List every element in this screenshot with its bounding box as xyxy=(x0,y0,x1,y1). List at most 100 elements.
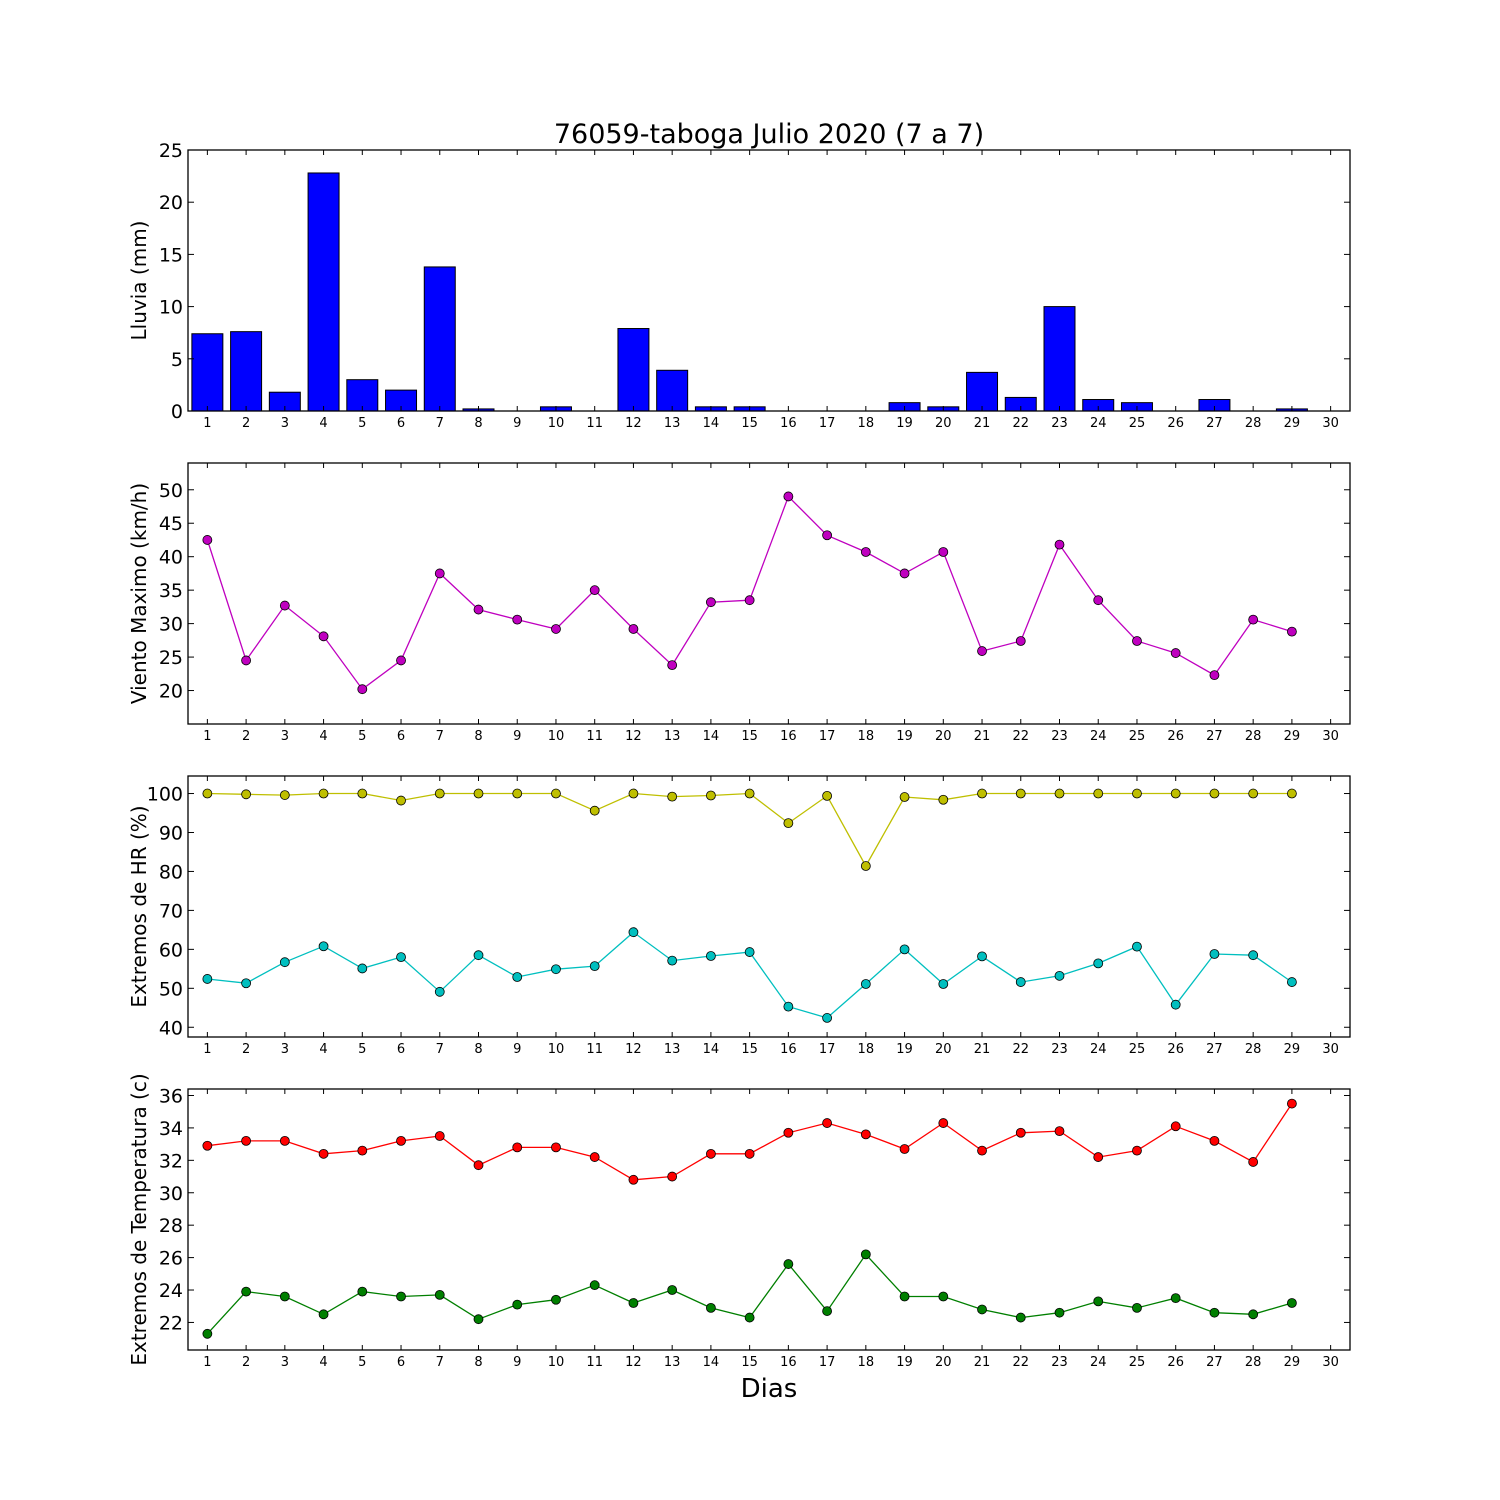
panel-wind-data-point xyxy=(202,535,213,545)
x-axis-label: Dias xyxy=(741,1374,798,1404)
panel-humidity-data-point xyxy=(1132,941,1142,952)
x-tick-label: 5 xyxy=(358,729,366,744)
x-tick-label: 6 xyxy=(397,1355,405,1370)
x-tick-label: 4 xyxy=(319,1355,327,1370)
chart-title: 76059-taboga Julio 2020 (7 a 7) xyxy=(554,119,984,150)
panel-temperature-data-point xyxy=(512,1142,523,1153)
x-tick-label: 29 xyxy=(1284,1355,1301,1370)
panel-temperature-data-point xyxy=(628,1298,639,1308)
panel-temperature-data-point xyxy=(1170,1293,1181,1304)
panel-wind-ylabel: Viento Maximo (km/h) xyxy=(127,483,151,704)
y-tick-label: 34 xyxy=(159,1118,183,1140)
x-tick-label: 10 xyxy=(548,416,565,431)
x-tick-label: 16 xyxy=(780,729,797,744)
panel-wind-data-point xyxy=(551,624,561,634)
panel-wind-data-point xyxy=(434,568,445,579)
y-tick-label: 20 xyxy=(159,681,183,703)
panel-temperature-data-point xyxy=(589,1280,600,1291)
x-tick-label: 29 xyxy=(1284,416,1301,431)
panel-temperature-data-point xyxy=(860,1129,871,1140)
x-tick-label: 10 xyxy=(548,729,565,744)
panel-wind-data-point xyxy=(589,585,600,596)
x-tick-label: 13 xyxy=(664,416,681,431)
panel-temperature-data-point xyxy=(1015,1127,1026,1138)
panel-temperature: 1 2 3 4 5 6 7 8 9 10 11 12 13 14 15 16 17 18 19 20 21 22 23 24 2… xyxy=(127,1073,1351,1404)
panel-temperature-data-point xyxy=(1248,1309,1259,1320)
x-tick-label: 12 xyxy=(625,1042,642,1057)
x-tick-label: 29 xyxy=(1284,729,1301,744)
x-tick-label: 17 xyxy=(819,1355,836,1370)
panel-humidity-data-point xyxy=(589,961,600,972)
rain-bar xyxy=(966,371,999,412)
x-tick-label: 18 xyxy=(858,1355,875,1370)
panel-wind-data-point xyxy=(744,595,755,606)
y-tick-label: 45 xyxy=(159,513,183,535)
y-tick-label: 32 xyxy=(159,1150,183,1172)
x-tick-label: 10 xyxy=(548,1042,565,1057)
panel-temperature-data-point xyxy=(899,1144,910,1154)
rain-bar xyxy=(307,172,340,412)
x-tick-label: 15 xyxy=(741,1355,758,1370)
panel-humidity-data-point xyxy=(241,789,252,800)
x-tick-label: 28 xyxy=(1245,1042,1262,1057)
panel-humidity-data-point xyxy=(977,951,987,962)
panel-wind-data-point xyxy=(318,631,329,642)
panel-rainfall: 1 2 3 4 5 6 7 8 9 10 11 12 13 14 15 16 17 18 19 20 21 22 23 24 2… xyxy=(127,119,1351,431)
panel-temperature-data-point xyxy=(241,1135,252,1146)
x-tick-label: 12 xyxy=(625,1355,642,1370)
panel-wind-data-point xyxy=(706,597,716,608)
panel-temperature-data-point xyxy=(744,1148,755,1159)
x-tick-label: 1 xyxy=(203,1355,211,1370)
panel-humidity-data-point xyxy=(396,795,406,806)
x-tick-label: 25 xyxy=(1129,416,1146,431)
x-tick-label: 24 xyxy=(1090,1355,1107,1370)
panel-humidity-data-point xyxy=(512,788,523,799)
panel-wind-data-point xyxy=(1209,670,1220,681)
x-tick-label: 21 xyxy=(974,416,991,431)
x-tick-label: 7 xyxy=(436,416,444,431)
panel-humidity-data-point xyxy=(783,1001,794,1012)
panel-humidity-data-point xyxy=(1093,958,1104,969)
panel-temperature-data-point xyxy=(1132,1302,1142,1313)
panel-temperature-data-point xyxy=(551,1294,561,1305)
y-tick-label: 15 xyxy=(159,244,183,266)
x-tick-label: 21 xyxy=(974,729,991,744)
x-tick-label: 14 xyxy=(703,1042,720,1057)
x-tick-label: 27 xyxy=(1206,1355,1223,1370)
x-tick-label: 30 xyxy=(1322,416,1339,431)
panel-humidity-data-point xyxy=(357,788,368,799)
panel-temperature-data-point xyxy=(589,1152,600,1162)
x-tick-label: 13 xyxy=(664,729,681,744)
x-tick-label: 1 xyxy=(203,1042,211,1057)
panel-humidity-frame xyxy=(187,775,1351,1038)
x-tick-label: 25 xyxy=(1129,729,1146,744)
x-tick-label: 14 xyxy=(703,416,720,431)
panel-temperature-data-point xyxy=(318,1148,329,1159)
panel-temperature-data-point xyxy=(899,1291,910,1302)
panel-temperature-data-point xyxy=(202,1140,213,1151)
panel-temperature-data-point xyxy=(783,1259,794,1269)
panel-humidity-data-point xyxy=(706,951,716,961)
panel-humidity-data-point xyxy=(434,986,445,997)
x-tick-label: 14 xyxy=(703,1355,720,1370)
y-tick-label: 22 xyxy=(159,1312,183,1334)
panel-humidity-data-point xyxy=(899,792,910,802)
panel-humidity-data-point xyxy=(667,791,678,802)
panel-temperature-data-point xyxy=(473,1314,484,1325)
x-tick-label: 19 xyxy=(896,416,913,431)
x-tick-label: 30 xyxy=(1322,1355,1339,1370)
panel-temperature-data-point xyxy=(667,1285,678,1295)
x-tick-label: 5 xyxy=(358,416,366,431)
x-tick-label: 11 xyxy=(586,1355,603,1370)
x-tick-label: 23 xyxy=(1051,416,1068,431)
panel-rainfall-ylabel: Lluvia (mm) xyxy=(127,221,151,341)
panel-humidity-data-point xyxy=(1170,788,1181,799)
panel-humidity-data-point xyxy=(938,979,949,989)
panel-temperature-data-point xyxy=(512,1299,523,1310)
panel-temperature-data-point xyxy=(434,1289,445,1300)
panel-humidity-data-point xyxy=(241,978,252,989)
panel-wind-data-point xyxy=(667,660,678,671)
x-tick-label: 3 xyxy=(281,1042,289,1057)
panel-temperature-data-point xyxy=(1287,1298,1297,1308)
x-tick-label: 12 xyxy=(625,729,642,744)
